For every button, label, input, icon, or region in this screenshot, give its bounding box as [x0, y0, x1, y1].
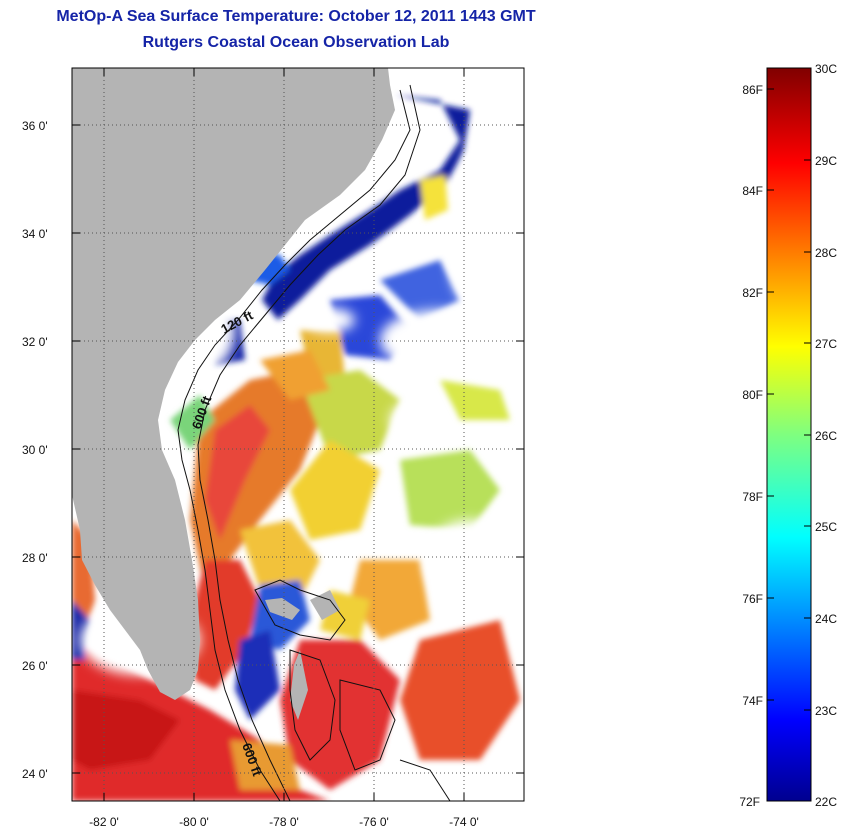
map-subtitle: Rutgers Coastal Ocean Observation Lab — [142, 34, 450, 51]
us-land — [72, 68, 395, 700]
map-plot-area: 120 ft 600 ft 600 ft 36 0' 34 0' 32 0' — [22, 67, 525, 829]
lat-label-28: 28 0' — [22, 551, 48, 565]
fahrenheit-label: 84F — [742, 184, 763, 198]
lat-label-36: 36 0' — [22, 119, 48, 133]
lon-label-78: -78 0' — [269, 815, 299, 829]
map-grid — [72, 68, 524, 801]
sst-field — [72, 95, 520, 801]
colorbar-gradient — [766, 67, 812, 802]
fahrenheit-label: 74F — [742, 694, 763, 708]
celsius-label: 23C — [815, 704, 837, 718]
lat-label-32: 32 0' — [22, 335, 48, 349]
celsius-label: 25C — [815, 520, 837, 534]
celsius-label: 22C — [815, 795, 837, 809]
fahrenheit-labels: 86F 84F 82F 80F 78F 76F 74F 72F — [739, 83, 763, 809]
bahamas-island — [265, 598, 300, 620]
fahrenheit-label: 72F — [739, 795, 760, 809]
lat-label-24: 24 0' — [22, 767, 48, 781]
lon-label-80: -80 0' — [179, 815, 209, 829]
fahrenheit-label: 82F — [742, 286, 763, 300]
fahrenheit-label: 78F — [742, 490, 763, 504]
celsius-label: 27C — [815, 337, 837, 351]
lon-label-76: -76 0' — [359, 815, 389, 829]
colorbar-ticks — [767, 88, 811, 711]
map-frame — [71, 67, 525, 802]
fahrenheit-label: 80F — [742, 388, 763, 402]
lat-tick-labels: 36 0' 34 0' 32 0' 30 0' 28 0' 26 0' 24 0… — [22, 119, 48, 781]
celsius-label: 30C — [815, 62, 837, 76]
temperature-colorbar: 30C 29C 28C 27C 26C 25C 24C 23C 22C 86F … — [739, 62, 837, 809]
celsius-label: 24C — [815, 612, 837, 626]
celsius-label: 29C — [815, 154, 837, 168]
lon-tick-labels: -82 0' -80 0' -78 0' -76 0' -74 0' — [89, 815, 479, 829]
map-tick-marks — [72, 68, 524, 801]
lon-label-82: -82 0' — [89, 815, 119, 829]
celsius-labels: 30C 29C 28C 27C 26C 25C 24C 23C 22C — [815, 62, 837, 809]
lon-label-74: -74 0' — [449, 815, 479, 829]
celsius-label: 26C — [815, 429, 837, 443]
fahrenheit-label: 76F — [742, 592, 763, 606]
fahrenheit-label: 86F — [742, 83, 763, 97]
lat-label-34: 34 0' — [22, 227, 48, 241]
depth-contours — [177, 84, 451, 801]
lat-label-30: 30 0' — [22, 443, 48, 457]
lat-label-26: 26 0' — [22, 659, 48, 673]
bahamas-island — [290, 650, 308, 720]
map-title: MetOp-A Sea Surface Temperature: October… — [56, 8, 536, 25]
bahamas-island — [310, 590, 340, 620]
celsius-label: 28C — [815, 246, 837, 260]
